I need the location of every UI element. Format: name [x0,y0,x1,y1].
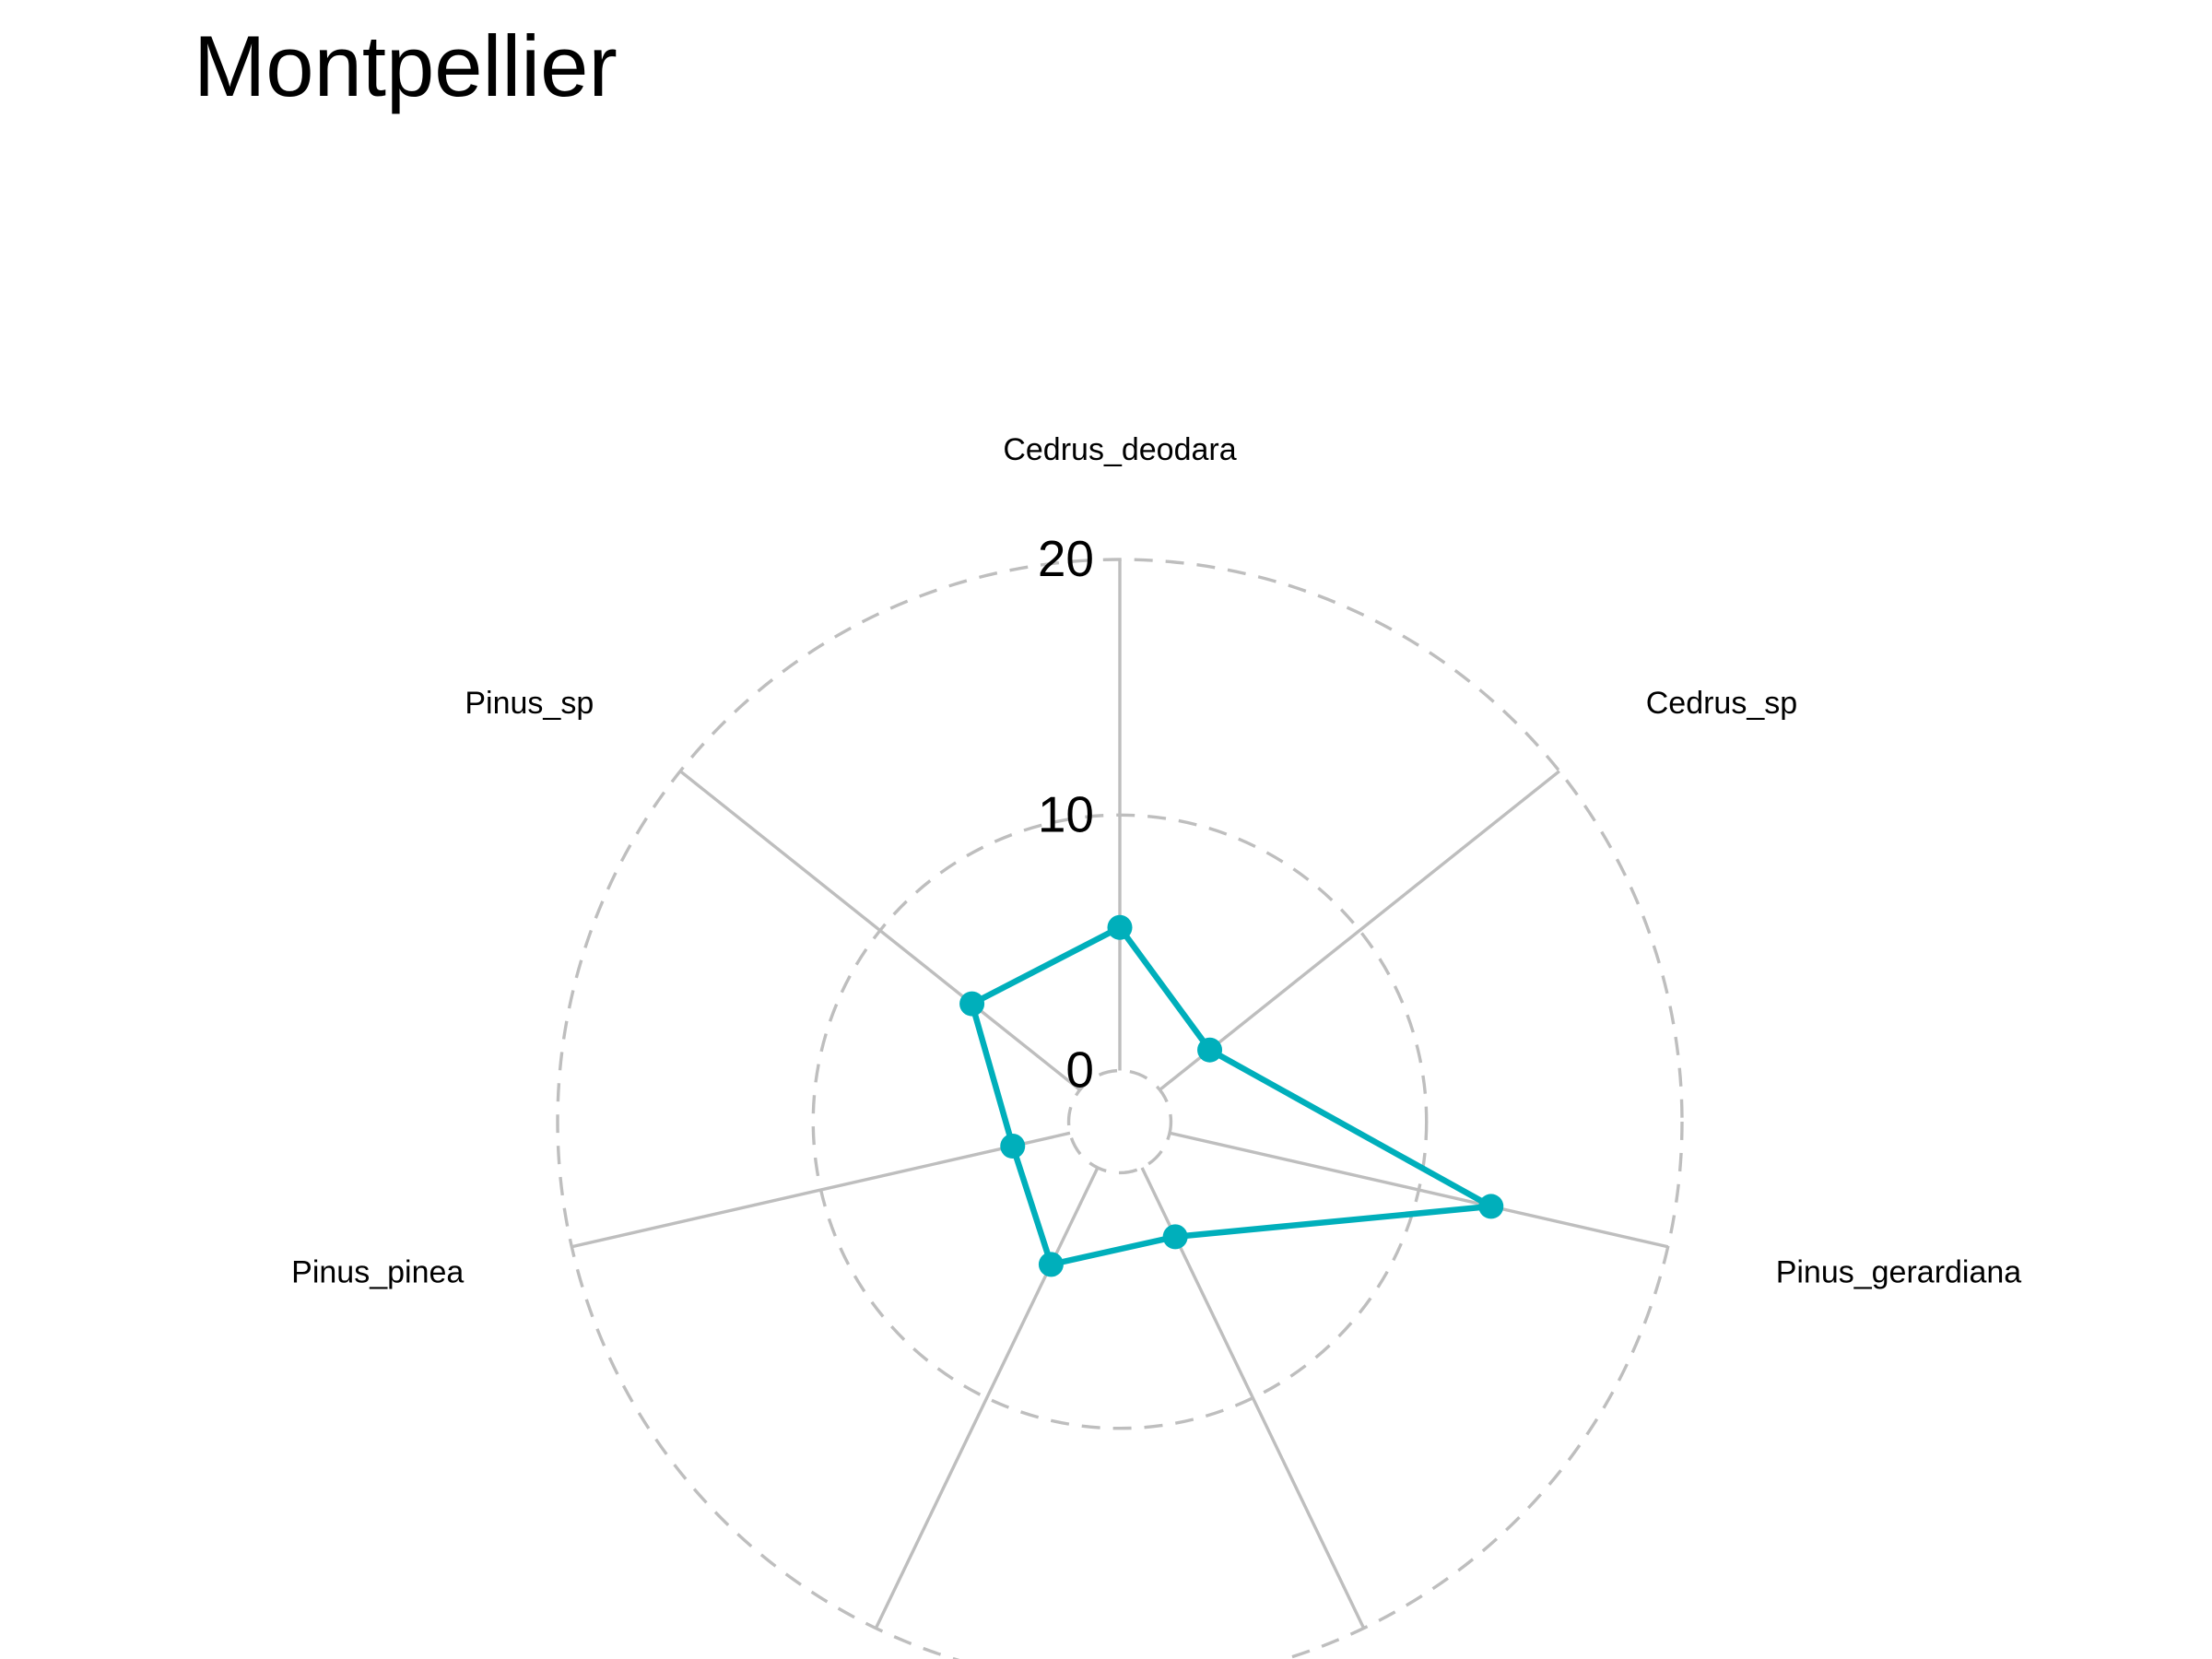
data-point-cedrus-deodara [1107,914,1133,940]
radial-tick-label: 0 [1065,1041,1094,1099]
data-point-pinus-gerardiana [1478,1194,1504,1219]
data-point-cedrus-sp [1197,1037,1223,1063]
grid-ring-10 [811,813,1429,1430]
series-layer [959,914,1504,1277]
grid-ring-20 [556,558,1684,1659]
chart-title: Montpellier [194,18,618,114]
axis-labels: Cedrus_deodara Cedrus_sp Pinus_gerardiana P… [291,432,2022,1289]
spoke-cedrus-sp [1159,770,1560,1091]
spoke-pinus-nigra [874,1167,1100,1630]
radial-tick-label: 10 [1038,785,1094,842]
data-point-pinus-halepensis [1162,1224,1188,1250]
data-point-pinus-nigra [1038,1252,1064,1277]
data-point-pinus-pinea [1000,1134,1026,1159]
axis-label-pinus-gerardiana: Pinus_gerardiana [1776,1254,2022,1289]
grid-ring-0 [1066,1068,1173,1175]
axis-label-cedrus-deodara: Cedrus_deodara [1003,432,1236,467]
axis-label-cedrus-sp: Cedrus_sp [1646,686,1797,721]
radial-tick-label: 20 [1038,530,1094,587]
series-line [969,924,1495,1268]
radial-tick-labels: 0 10 20 [1038,530,1094,1099]
radar-grid [556,558,1684,1659]
axis-label-pinus-pinea: Pinus_pinea [291,1254,464,1289]
axis-label-pinus-sp: Pinus_sp [465,686,594,721]
data-point-pinus-sp [959,991,985,1017]
